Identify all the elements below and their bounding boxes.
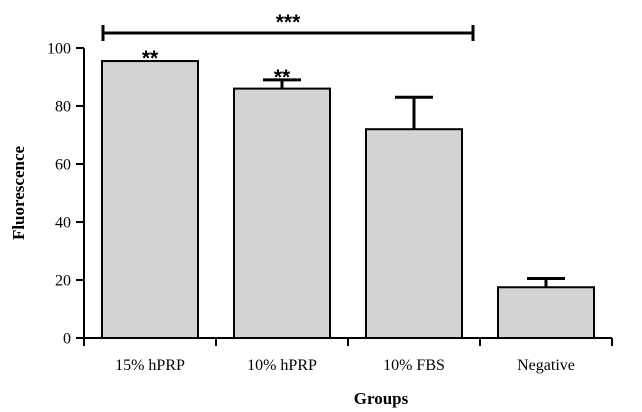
x-tick-label: Negative (517, 357, 575, 374)
x-tick-label: 15% hPRP (115, 357, 185, 374)
bars (101, 60, 595, 340)
x-tick-label: 10% FBS (383, 357, 445, 374)
bar (233, 87, 331, 339)
bar (101, 60, 199, 340)
y-tick-label: 0 (63, 331, 71, 348)
bar (365, 128, 463, 339)
x-axis-title: Groups (354, 389, 409, 408)
y-tick-label: 20 (55, 273, 71, 290)
y-tick-label: 40 (55, 215, 71, 232)
y-tick-label: 80 (55, 99, 71, 116)
bar (497, 286, 595, 339)
y-axis-title: Fluorescence (9, 146, 28, 241)
x-tick-label: 10% hPRP (247, 357, 317, 374)
annotations: ******* (101, 11, 475, 89)
significance-label: ** (274, 66, 291, 89)
significance-label: ** (142, 47, 159, 70)
axes: 0 20 40 60 80 100 15% hPRP 10% hPRP 10% FBS Negat… (47, 41, 613, 374)
y-tick-label: 100 (47, 41, 71, 58)
bracket-label: *** (276, 11, 301, 34)
y-tick-label: 60 (55, 157, 71, 174)
